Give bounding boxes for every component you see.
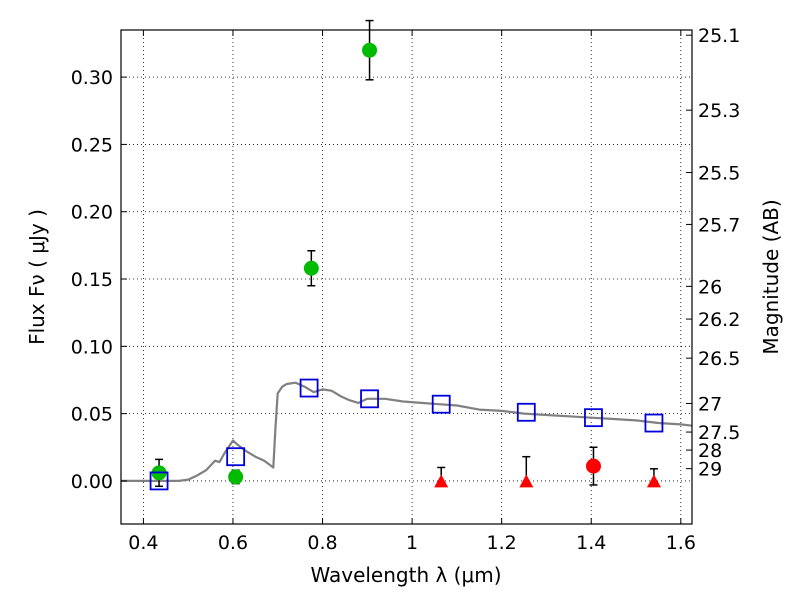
- y-tick-label: 0.05: [71, 404, 113, 426]
- y2-tick-label: 27.5: [698, 422, 740, 444]
- y-tick-label: 0.25: [71, 134, 113, 156]
- plot-background: [121, 30, 692, 524]
- x-tick-label: 1.2: [487, 532, 517, 554]
- x-tick-label: 0.8: [307, 532, 337, 554]
- data-point: [228, 469, 244, 485]
- data-point: [585, 458, 601, 474]
- data-point: [303, 260, 319, 276]
- y-axis-title: Flux Fν ( μJy ): [25, 209, 49, 345]
- model-photometry-point: [149, 471, 169, 491]
- model-photometry-point: [516, 402, 536, 422]
- y-tick-label: 0.20: [71, 202, 113, 224]
- upper-limit-marker: [434, 474, 449, 488]
- y2-tick-label: 26.5: [698, 348, 740, 370]
- y2-tick-label: 25.3: [698, 100, 740, 122]
- y2-tick-label: 28: [698, 440, 722, 462]
- y2-tick-label: 26.2: [698, 309, 740, 331]
- y2-tick-label: 27: [698, 393, 722, 415]
- x-tick-label: 1.4: [576, 532, 606, 554]
- y-tick-label: 0.15: [71, 269, 113, 291]
- data-point: [362, 42, 378, 58]
- y2-tick-label: 29: [698, 459, 722, 481]
- x-tick-label: 0.4: [128, 532, 158, 554]
- model-photometry-point: [226, 447, 246, 467]
- y2-tick-label: 25.1: [698, 25, 740, 47]
- model-photometry-point: [299, 378, 319, 398]
- x-axis-title: Wavelength λ (μm): [310, 563, 501, 587]
- y2-axis-title: Magnitude (AB): [759, 199, 783, 354]
- x-tick-label: 1.6: [666, 532, 696, 554]
- y2-tick-label: 25.7: [698, 214, 740, 236]
- model-photometry-point: [431, 394, 451, 414]
- data-markers: [149, 19, 664, 491]
- y2-tick-label: 25.5: [698, 163, 740, 185]
- y-axis-left: 0.00 0.05 0.10 0.15 0.20 0.25 0.30: [71, 67, 127, 493]
- y-tick-label: 0.10: [71, 336, 113, 358]
- x-axis: 0.4 0.6 0.8 1 1.2 1.4 1.6: [128, 30, 696, 554]
- upper-limit-marker: [519, 474, 534, 488]
- y-tick-label: 0.00: [71, 471, 113, 493]
- x-tick-label: 1: [406, 532, 418, 554]
- y-tick-label: 0.30: [71, 67, 113, 89]
- model-photometry-point: [584, 408, 603, 428]
- y2-tick-label: 26: [698, 276, 722, 298]
- model-photometry-point: [360, 389, 379, 409]
- model-photometry-point: [644, 413, 664, 433]
- upper-limit-marker: [646, 474, 661, 488]
- x-tick-label: 0.6: [218, 532, 248, 554]
- plot-frame: [120, 29, 693, 525]
